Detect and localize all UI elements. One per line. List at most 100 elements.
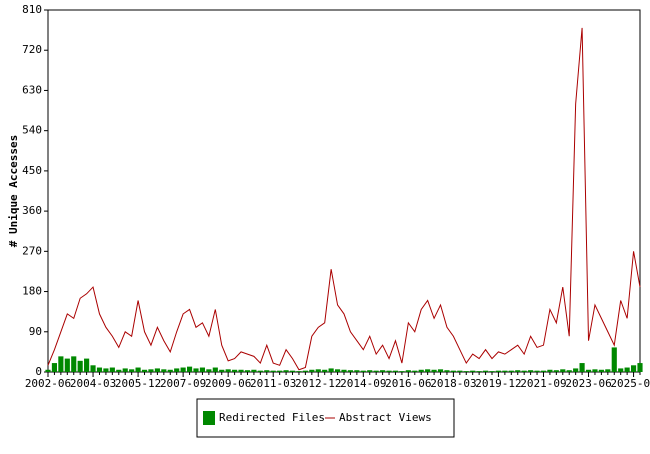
- bar: [64, 358, 70, 372]
- bar: [232, 369, 238, 372]
- y-tick-label: 270: [22, 244, 42, 257]
- bar: [186, 366, 193, 372]
- bar: [508, 370, 514, 372]
- bar: [412, 370, 418, 372]
- bar: [624, 367, 630, 372]
- bar: [540, 370, 547, 372]
- bar: [598, 369, 604, 372]
- x-tick-label: 2016-06: [385, 377, 431, 390]
- y-tick-label: 360: [22, 204, 42, 217]
- legend-box: [196, 398, 455, 438]
- bar: [515, 370, 521, 372]
- bar: [431, 369, 437, 372]
- bar: [405, 370, 411, 372]
- bar: [553, 370, 559, 372]
- legend-label: Abstract Views: [339, 411, 432, 424]
- line: [47, 27, 641, 371]
- y-tick-label: 810: [22, 3, 42, 16]
- bar: [148, 369, 154, 372]
- bar: [328, 368, 334, 372]
- bar: [174, 368, 180, 372]
- y-tick-label: 720: [22, 43, 42, 56]
- bar: [605, 369, 611, 372]
- bar: [116, 369, 122, 372]
- bar: [367, 370, 373, 372]
- bar: [470, 370, 476, 372]
- bar: [502, 370, 508, 372]
- bar: [270, 370, 276, 372]
- bar: [463, 371, 469, 372]
- x-tick-label: 2011-03: [250, 377, 296, 390]
- bar: [289, 370, 296, 372]
- bar: [341, 369, 347, 372]
- bar: [219, 369, 225, 372]
- bar: [579, 363, 585, 372]
- bar: [238, 369, 244, 372]
- bar: [129, 369, 135, 372]
- legend-label: Redirected Files: [219, 411, 325, 424]
- bar: [566, 370, 572, 372]
- y-tick-label: 0: [35, 365, 42, 378]
- bar: [618, 368, 624, 372]
- bar: [264, 370, 270, 372]
- bar: [277, 370, 283, 372]
- bar: [437, 369, 444, 372]
- x-tick-label: 2018-03: [430, 377, 476, 390]
- bar: [141, 369, 148, 372]
- x-tick-label: 2005-12: [115, 377, 161, 390]
- bar: [90, 365, 96, 372]
- bar: [637, 363, 643, 372]
- bar: [58, 356, 64, 372]
- bar: [161, 369, 167, 372]
- bar: [225, 369, 231, 372]
- x-tick-label: 2023-06: [565, 377, 611, 390]
- bar: [135, 367, 141, 372]
- bar: [334, 369, 341, 372]
- bar: [534, 370, 540, 372]
- x-tick-label: 2014-09: [340, 377, 386, 390]
- bar: [167, 369, 173, 372]
- bar: [193, 368, 199, 372]
- bar: [611, 347, 617, 372]
- bar: [560, 369, 566, 372]
- bar: [444, 370, 450, 372]
- x-tick-label: 2009-06: [205, 377, 251, 390]
- bar: [212, 367, 218, 372]
- bar: [489, 371, 495, 372]
- x-tick-label: 2004-03: [70, 377, 116, 390]
- y-tick-label: 90: [29, 325, 42, 338]
- legend-swatch: [203, 411, 215, 425]
- bar: [302, 370, 308, 372]
- x-tick-label: 2021-09: [520, 377, 566, 390]
- bar: [103, 368, 109, 372]
- bar: [585, 369, 592, 372]
- bar: [528, 370, 534, 372]
- bar: [199, 367, 206, 372]
- bar: [347, 370, 354, 372]
- bar: [630, 365, 637, 372]
- bar: [399, 371, 405, 372]
- bar: [495, 370, 502, 372]
- bar: [386, 370, 392, 372]
- y-tick-label: 630: [22, 83, 42, 96]
- x-tick-label: 2025-03: [610, 377, 650, 390]
- bar: [322, 369, 328, 372]
- bar: [283, 370, 289, 372]
- bar: [206, 369, 212, 372]
- bar: [122, 368, 128, 372]
- bar: [573, 368, 579, 372]
- bar: [380, 370, 386, 372]
- bar: [315, 369, 321, 372]
- bar: [360, 370, 366, 372]
- bar: [296, 371, 302, 372]
- bar: [547, 369, 553, 372]
- bar: [392, 370, 399, 372]
- bar: [71, 356, 77, 372]
- bar: [257, 370, 263, 372]
- bar: [77, 360, 83, 372]
- bar: [457, 370, 463, 372]
- bar: [521, 370, 527, 372]
- bar: [373, 370, 379, 372]
- bar: [51, 363, 58, 372]
- bar: [251, 369, 257, 372]
